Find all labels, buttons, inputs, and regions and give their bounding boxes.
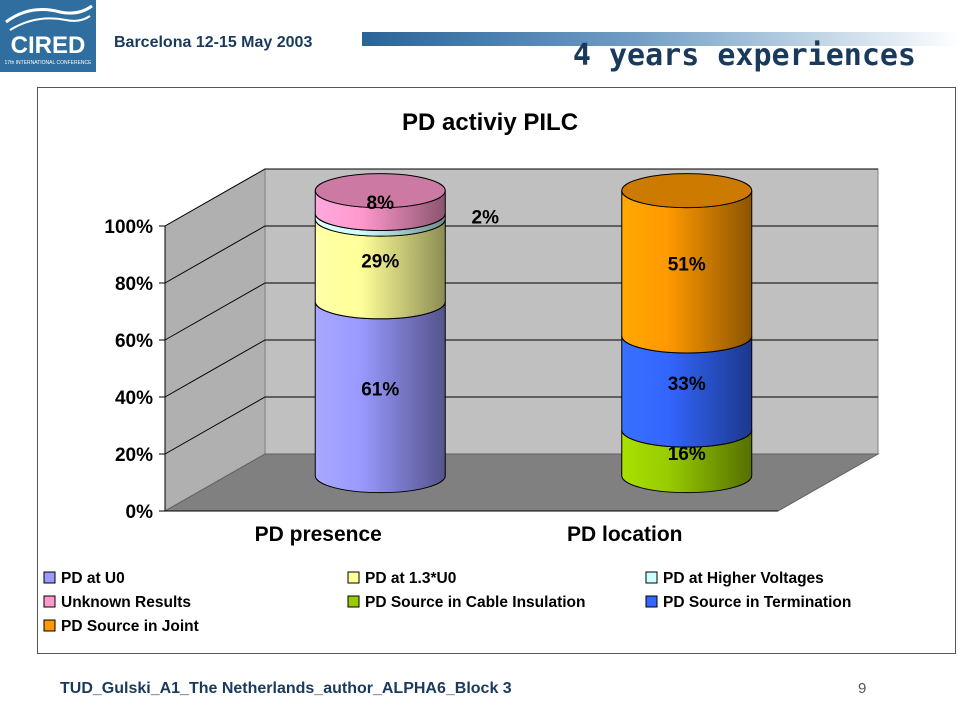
chart-frame: 0% 20% 40% 60% 80% 100% 61% 29% 2% 8% 16% 33% 51% P… — [37, 87, 956, 654]
y-tick-label: 0% — [126, 502, 154, 523]
slide-title: 4 years experiences — [572, 38, 916, 73]
legend-swatch — [645, 595, 658, 608]
legend-label: PD Source in Cable Insulation — [365, 594, 585, 611]
legend-label: Unknown Results — [61, 594, 191, 611]
chart-floor — [163, 453, 880, 512]
legend-label: PD at 1.3*U0 — [365, 570, 456, 587]
cired-logo: CIRED 17th INTERNATIONAL CONFERENCE — [0, 0, 96, 72]
bar-top — [621, 173, 753, 209]
data-label: 51% — [668, 254, 706, 275]
logo-text: CIRED — [11, 32, 86, 59]
page-number: 9 — [858, 680, 867, 697]
legend-label: PD at Higher Voltages — [663, 570, 824, 587]
data-label: 33% — [668, 374, 706, 395]
chart-side-wall — [164, 168, 266, 512]
chart: 0% 20% 40% 60% 80% 100% 61% 29% 2% 8% 16% 33% 51% P… — [43, 109, 880, 635]
legend-swatch — [347, 595, 360, 608]
legend-label: PD at U0 — [61, 570, 125, 587]
bar-top — [314, 173, 446, 209]
header-gradient-bar — [362, 32, 960, 46]
legend-swatch — [645, 571, 658, 584]
chart-title: PD activiy PILC — [402, 109, 578, 136]
logo-subtext: 17th INTERNATIONAL CONFERENCE — [5, 60, 93, 66]
y-tick-label: 60% — [115, 331, 153, 352]
y-tick-label: 80% — [115, 274, 153, 295]
data-label: 2% — [472, 207, 500, 228]
data-label: 8% — [367, 193, 395, 214]
legend-swatch — [43, 571, 56, 584]
data-label: 16% — [668, 444, 706, 465]
y-tick-label: 100% — [104, 217, 153, 238]
gridline — [164, 168, 878, 227]
data-label: 61% — [361, 380, 399, 401]
footer-text: TUD_Gulski_A1_The Netherlands_author_ALP… — [60, 680, 512, 697]
conference-info: Barcelona 12-15 May 2003 — [114, 34, 313, 51]
legend-swatch — [347, 571, 360, 584]
data-label: 29% — [361, 251, 399, 272]
x-category-label: PD presence — [255, 523, 382, 546]
legend-swatch — [43, 619, 56, 632]
legend-label: PD Source in Joint — [61, 618, 199, 635]
y-tick-label: 20% — [115, 445, 153, 466]
legend-label: PD Source in Termination — [663, 594, 851, 611]
legend-swatch — [43, 595, 56, 608]
x-category-label: PD location — [567, 523, 683, 546]
y-tick-label: 40% — [115, 388, 153, 409]
